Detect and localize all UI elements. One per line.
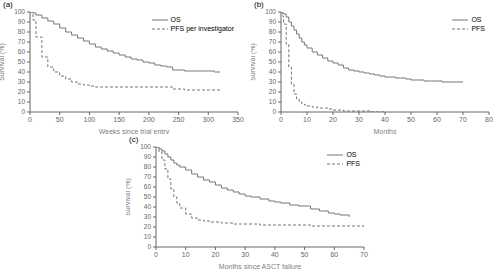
svg-text:50: 50 [144,193,152,200]
svg-text:150: 150 [113,116,125,123]
svg-text:200: 200 [143,116,155,123]
svg-text:20: 20 [18,88,26,95]
svg-text:0: 0 [154,251,158,258]
svg-text:90: 90 [18,18,26,25]
svg-text:350: 350 [232,116,244,123]
svg-text:30: 30 [269,78,277,85]
svg-text:30: 30 [18,78,26,85]
html-text:OS: OS [346,151,357,158]
svg-text:50: 50 [407,116,415,123]
svg-text:100: 100 [265,8,276,15]
svg-text:70: 70 [269,38,277,45]
svg-text:20: 20 [144,223,152,230]
svg-text:50: 50 [301,251,309,258]
svg-text:70: 70 [459,116,467,123]
svg-text:40: 40 [381,116,389,123]
svg-text:40: 40 [18,68,26,75]
svg-text:50: 50 [269,58,277,65]
html-text:PFS: PFS [346,160,360,167]
svg-text:30: 30 [355,116,363,123]
svg-text:80: 80 [144,163,152,170]
html-text:OS: OS [471,16,482,23]
svg-text:60: 60 [18,48,26,55]
svg-text:10: 10 [269,98,277,105]
html-text:PFS: PFS [471,25,485,32]
svg-text:10: 10 [182,251,190,258]
svg-text:20: 20 [269,88,277,95]
svg-text:50: 50 [56,116,64,123]
svg-text:50: 50 [18,58,26,65]
svg-text:70: 70 [360,251,368,258]
svg-text:60: 60 [144,183,152,190]
svg-text:0: 0 [279,116,283,123]
html-text:PFS per investigator: PFS per investigator [170,25,234,32]
svg-text:80: 80 [18,28,26,35]
svg-text:300: 300 [202,116,214,123]
html-text:(b): (b) [254,0,264,9]
svg-text:90: 90 [144,153,152,160]
svg-text:10: 10 [303,116,311,123]
svg-text:10: 10 [18,98,26,105]
svg-text:Survival (%): Survival (%) [251,43,257,81]
svg-text:70: 70 [18,38,26,45]
html-text:OS: OS [170,16,181,23]
svg-text:0: 0 [272,108,276,115]
html-text:(c): (c) [129,135,139,144]
html-text:(a): (a) [3,0,13,9]
svg-text:60: 60 [433,116,441,123]
svg-text:30: 30 [241,251,249,258]
svg-text:40: 40 [144,203,152,210]
svg-text:60: 60 [269,48,277,55]
svg-text:Survival (%): Survival (%) [126,178,132,216]
svg-text:40: 40 [269,68,277,75]
svg-text:20: 20 [212,251,220,258]
svg-text:100: 100 [140,143,151,150]
svg-text:Weeks since trial entry: Weeks since trial entry [99,128,170,134]
svg-text:Months: Months [374,128,397,134]
svg-text:0: 0 [21,108,25,115]
svg-text:Months since ASCT failure: Months since ASCT failure [219,263,301,269]
svg-text:80: 80 [485,116,492,123]
svg-text:0: 0 [147,243,151,250]
svg-text:0: 0 [28,116,32,123]
svg-text:60: 60 [330,251,338,258]
svg-text:40: 40 [271,251,279,258]
svg-text:70: 70 [144,173,152,180]
svg-text:10: 10 [144,233,152,240]
svg-text:90: 90 [269,18,277,25]
svg-text:250: 250 [173,116,185,123]
svg-text:100: 100 [14,8,25,15]
svg-text:30: 30 [144,213,152,220]
svg-text:80: 80 [269,28,277,35]
svg-text:20: 20 [329,116,337,123]
svg-text:100: 100 [84,116,96,123]
